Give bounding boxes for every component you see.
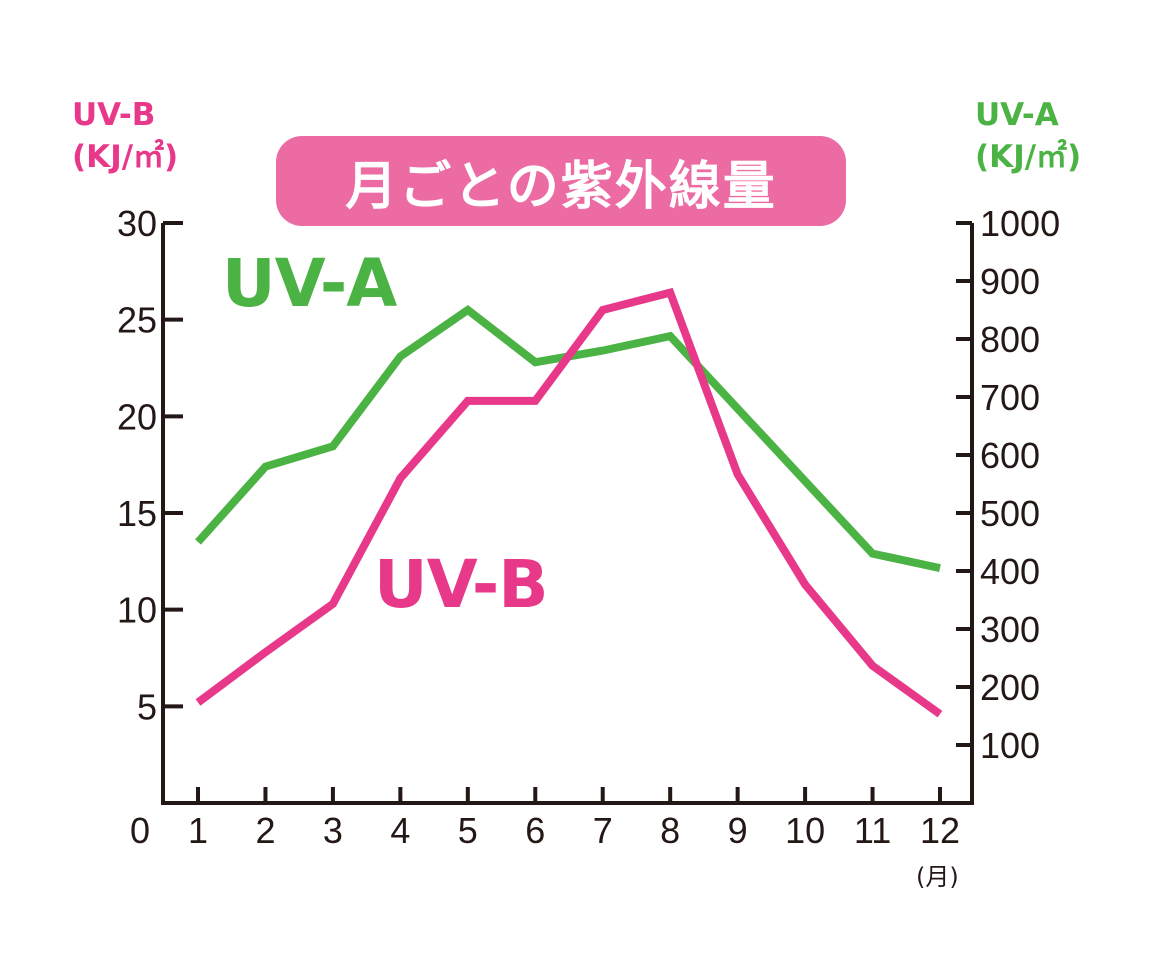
right-tick-label: 800 bbox=[980, 319, 1040, 360]
title-background bbox=[276, 136, 846, 226]
left-tick-label: 30 bbox=[117, 203, 157, 244]
left-axis-label-unit: (KJ/㎡) bbox=[72, 139, 179, 175]
left-axis-label: UV-B (KJ/㎡) bbox=[72, 94, 178, 178]
right-tick-label: 200 bbox=[980, 667, 1040, 708]
origin-label: 0 bbox=[130, 810, 150, 851]
x-tick-label: 11 bbox=[854, 810, 891, 851]
x-tick-label: 5 bbox=[458, 810, 478, 851]
right-axis-ticks: 100 200 300 400 500 600 700 800 900 1000 bbox=[956, 203, 1060, 766]
left-axis-ticks: 5 10 15 20 25 30 bbox=[117, 203, 183, 727]
x-axis-ticks: 1 2 3 4 5 6 7 8 9 10 11 120 bbox=[130, 787, 960, 851]
series-line-uvb bbox=[195, 287, 943, 718]
x-tick-label: 12 bbox=[920, 810, 960, 851]
right-tick-label: 900 bbox=[980, 261, 1040, 302]
right-axis-label-unit: (KJ/㎡) bbox=[975, 139, 1082, 175]
x-axis-unit: (月) bbox=[916, 863, 959, 891]
x-tick-label: 6 bbox=[525, 810, 545, 851]
right-tick-label: 700 bbox=[980, 377, 1040, 418]
right-tick-label: 300 bbox=[980, 609, 1040, 650]
right-tick-label: 400 bbox=[980, 551, 1040, 592]
right-axis-label-name: UV-A bbox=[975, 97, 1059, 133]
right-axis-label: UV-A (KJ/㎡) bbox=[975, 94, 1081, 178]
x-tick-label: 4 bbox=[390, 810, 410, 851]
left-tick-label: 25 bbox=[117, 300, 157, 341]
x-tick-label: 10 bbox=[785, 810, 825, 851]
series-label-uva: UV-A bbox=[222, 245, 397, 322]
x-tick-label: 3 bbox=[323, 810, 343, 851]
left-tick-label: 20 bbox=[117, 396, 157, 437]
left-axis-label-name: UV-B bbox=[72, 97, 156, 133]
right-tick-label: 500 bbox=[980, 493, 1040, 534]
x-tick-label: 8 bbox=[660, 810, 680, 851]
x-tick-label: 1 bbox=[188, 810, 208, 851]
series-label-uvb: UV-B bbox=[374, 546, 549, 623]
series-line-uva bbox=[195, 305, 941, 573]
x-tick-label: 9 bbox=[728, 810, 748, 851]
left-tick-label: 5 bbox=[137, 686, 157, 727]
right-tick-label: 600 bbox=[980, 435, 1040, 476]
left-tick-label: 15 bbox=[117, 493, 157, 534]
x-tick-label: 2 bbox=[255, 810, 275, 851]
right-tick-label: 1000 bbox=[980, 203, 1060, 244]
series-lines bbox=[195, 287, 943, 718]
x-tick-label: 7 bbox=[593, 810, 613, 851]
right-tick-label: 100 bbox=[980, 725, 1040, 766]
chart-title: 月ごとの紫外線量 bbox=[345, 156, 777, 217]
left-tick-label: 10 bbox=[117, 590, 157, 631]
